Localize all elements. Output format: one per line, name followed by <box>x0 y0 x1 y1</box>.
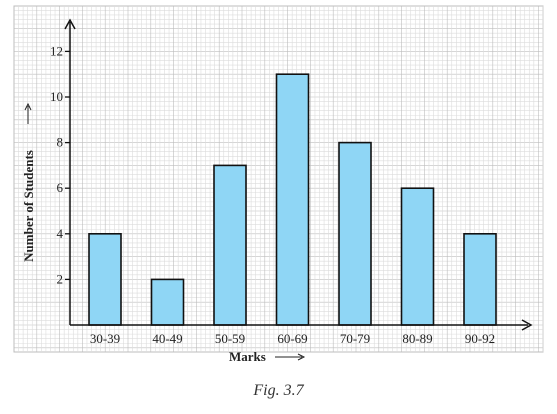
y-tick-label: 6 <box>57 180 64 195</box>
x-axis-title-arrow-icon <box>275 353 306 361</box>
bar-80-89 <box>400 187 435 326</box>
bar-50-59 <box>213 164 247 326</box>
y-tick-group: 2 4 6 8 10 12 <box>50 43 70 286</box>
bar-70-79 <box>338 141 372 326</box>
y-axis-title-arrow-icon <box>24 102 32 124</box>
figure-caption: Fig. 3.7 <box>253 382 304 399</box>
bar-30-39 <box>88 233 122 326</box>
y-tick-label: 8 <box>57 135 64 150</box>
y-tick-label: 12 <box>50 43 63 58</box>
x-tick-label: 90-92 <box>465 331 495 346</box>
y-axis-arrow-icon <box>64 18 76 30</box>
x-tick-label: 40-49 <box>152 331 182 346</box>
y-tick-label: 10 <box>50 89 63 104</box>
axes-group <box>64 18 533 331</box>
bar-40-49 <box>150 278 185 326</box>
x-tick-label: 50-59 <box>215 331 245 346</box>
y-tick-label: 4 <box>57 226 64 241</box>
y-tick-label: 2 <box>57 271 64 286</box>
x-tick-group: 30-39 40-49 50-59 60-69 70-79 80-89 90-92 <box>90 331 495 346</box>
bar-90-92 <box>463 233 497 326</box>
x-tick-label: 30-39 <box>90 331 120 346</box>
x-tick-label: 70-79 <box>340 331 370 346</box>
x-tick-label: 60-69 <box>277 331 307 346</box>
bar-60-69 <box>275 73 310 326</box>
x-axis-arrow-icon <box>521 319 533 331</box>
x-tick-label: 80-89 <box>402 331 432 346</box>
x-axis-title: Marks <box>229 349 266 364</box>
bar-chart: 2 4 6 8 10 12 30-39 40-49 50-59 60-69 70-79 80-89 9… <box>13 5 544 364</box>
y-axis-title: Number of Students <box>21 150 36 262</box>
